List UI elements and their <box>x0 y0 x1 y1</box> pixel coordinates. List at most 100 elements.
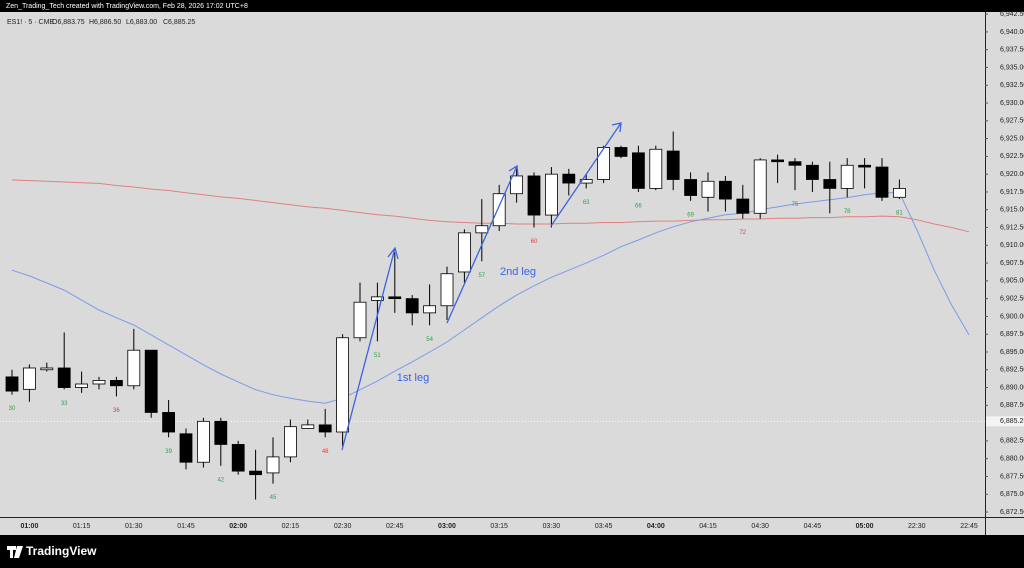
candle-body <box>214 420 228 445</box>
candle-body <box>22 367 36 390</box>
candle-body <box>457 232 471 273</box>
bar-count: 39 <box>165 449 172 455</box>
y-tick-label: 6,932.50 <box>1000 82 1024 89</box>
candle-body <box>753 159 767 214</box>
candle-body <box>701 180 715 198</box>
candle-body <box>249 470 263 476</box>
x-tick-label: 04:45 <box>804 523 822 530</box>
ohlc-value: L6,883.00 <box>126 19 157 26</box>
candle-body <box>806 164 819 180</box>
symbol-legend: ES1! · 5 · CME O6,883.75 H6,886.50 L6,88… <box>7 19 195 26</box>
arrow <box>446 164 519 324</box>
candle-body <box>684 179 697 196</box>
x-tick-label: 03:30 <box>543 523 561 530</box>
candle-body <box>440 273 454 307</box>
candle-body <box>405 298 419 314</box>
candle-body <box>649 148 663 189</box>
candle-body <box>666 150 680 180</box>
candle-body <box>388 296 402 300</box>
y-tick-label: 6,925.00 <box>1000 135 1024 142</box>
y-tick-label: 6,905.00 <box>1000 278 1024 285</box>
x-tick-label: 03:00 <box>438 523 456 530</box>
candle-body <box>893 187 906 198</box>
candle-body <box>196 420 210 463</box>
brand-logo: TradingView <box>7 544 97 558</box>
x-tick-label: 04:30 <box>751 523 769 530</box>
y-tick-label: 6,897.50 <box>1000 331 1024 338</box>
candle-body <box>370 296 384 301</box>
y-tick-label: 6,915.00 <box>1000 207 1024 214</box>
candle-body <box>179 433 193 463</box>
y-tick-label: 6,872.50 <box>1000 509 1024 516</box>
arrow <box>341 246 399 451</box>
candle-body <box>127 349 141 387</box>
leg-arrows <box>341 122 622 451</box>
candle-body <box>858 164 871 168</box>
bar-count: 36 <box>113 408 120 414</box>
last-price-tag <box>986 416 1024 427</box>
y-tick-label: 6,942.50 <box>1000 11 1024 18</box>
candle-body <box>40 367 54 371</box>
y-tick-label: 6,875.00 <box>1000 491 1024 498</box>
y-tick-label: 6,937.50 <box>1000 47 1024 54</box>
bar-count: 42 <box>217 477 224 483</box>
y-tick-label: 6,922.50 <box>1000 153 1024 160</box>
symbol: ES1! · 5 · CME <box>7 19 54 26</box>
candle-body <box>231 444 245 472</box>
x-tick-label: 22:45 <box>960 523 978 530</box>
y-tick-label: 6,887.50 <box>1000 402 1024 409</box>
candle-body <box>162 412 176 433</box>
y-tick-label: 6,912.50 <box>1000 224 1024 231</box>
candle-body <box>823 179 837 189</box>
bar-count: 57 <box>478 273 485 279</box>
bar-count: 33 <box>61 401 68 407</box>
moving-average <box>11 179 970 233</box>
x-tick-label: 05:00 <box>856 523 874 530</box>
y-tick-label: 6,935.00 <box>1000 64 1024 71</box>
y-tick-label: 6,940.00 <box>1000 29 1024 36</box>
candle-body <box>527 175 541 216</box>
bar-count: 66 <box>635 204 642 210</box>
candle-body <box>5 376 19 392</box>
bar-count: 30 <box>9 406 16 412</box>
bar-count: 81 <box>896 211 903 217</box>
x-tick-label: 02:45 <box>386 523 404 530</box>
ohlc-value: O6,883.75 <box>52 19 85 26</box>
y-tick-label: 6,907.50 <box>1000 260 1024 267</box>
x-tick-label: 04:15 <box>699 523 717 530</box>
bar-count: 78 <box>844 209 851 215</box>
bar-count: 60 <box>531 239 538 245</box>
bar-count: 69 <box>687 212 694 218</box>
bar-count: 63 <box>583 200 590 206</box>
candle-body <box>632 152 645 189</box>
candle-body <box>840 164 854 189</box>
moving-average <box>11 192 970 404</box>
x-tick-label: 01:00 <box>20 523 38 530</box>
candle-body <box>545 173 558 216</box>
candle-body <box>562 173 576 184</box>
credit: Zen_Trading_Tech created with TradingVie… <box>6 3 248 10</box>
price-axis <box>986 12 1024 535</box>
candle-body <box>144 349 158 413</box>
candle-body <box>283 426 297 458</box>
candle-body <box>614 147 628 157</box>
y-tick-label: 6,880.00 <box>1000 456 1024 463</box>
y-tick-label: 6,927.50 <box>1000 118 1024 125</box>
last-price-label: 6,885.25 <box>1000 418 1024 425</box>
candle-body <box>492 193 506 227</box>
candle-body <box>318 424 332 433</box>
y-tick-label: 6,920.00 <box>1000 171 1024 178</box>
y-tick-label: 6,910.00 <box>1000 242 1024 249</box>
y-tick-label: 6,882.50 <box>1000 438 1024 445</box>
candle-body <box>875 166 889 198</box>
candle-body <box>336 337 350 433</box>
bar-count: 45 <box>270 495 277 501</box>
x-tick-label: 01:15 <box>73 523 91 530</box>
brand: TradingView <box>26 544 97 558</box>
bar-count: 54 <box>426 337 433 343</box>
annotation: 2nd leg <box>500 266 536 278</box>
time-axis <box>0 518 985 535</box>
y-tick-label: 6,895.00 <box>1000 349 1024 356</box>
candle-body <box>92 380 106 385</box>
candle-body <box>110 380 123 387</box>
